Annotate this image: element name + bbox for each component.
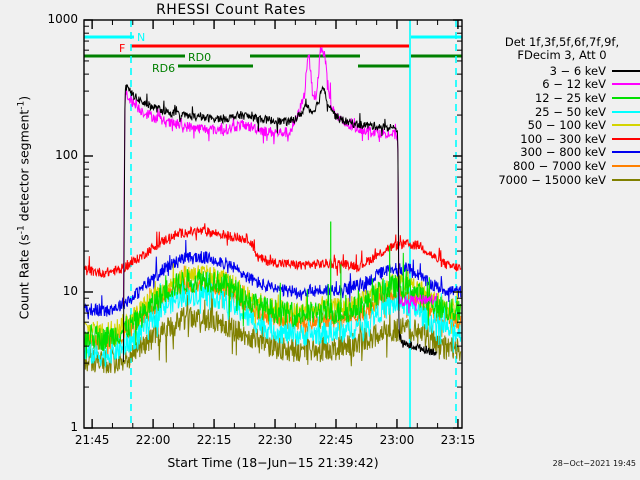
annotation-label: N: [137, 31, 146, 44]
annotation-label: RD6: [152, 62, 176, 75]
chart-series: [84, 239, 462, 320]
legend-entry: 12 − 25 keV: [484, 91, 640, 105]
legend-color-swatch: [612, 110, 640, 113]
legend-header-line2: FDecim 3, Att 0: [517, 48, 607, 62]
legend-color-swatch: [612, 151, 640, 154]
y-axis-tick-label: 100: [55, 148, 78, 162]
x-axis-tick-label: 21:45: [74, 433, 110, 447]
chart-series: [122, 47, 437, 314]
annotation-label: F: [119, 42, 126, 55]
generation-timestamp: 28−Oct−2021 19:45: [552, 459, 636, 468]
x-axis-tick-label: 23:00: [379, 433, 415, 447]
annotation-label: RD0: [188, 51, 212, 64]
chart-series: [122, 83, 437, 363]
legend-entry-label: 50 − 100 keV: [527, 118, 606, 133]
legend: Det 1f,3f,5f,6f,7f,9f, FDecim 3, Att 0 3…: [484, 35, 640, 187]
legend-color-swatch: [612, 164, 640, 167]
chart-series: [84, 252, 462, 359]
x-axis-tick-label: 22:15: [196, 433, 232, 447]
x-axis-tick-label: 22:45: [318, 433, 354, 447]
y-axis-tick-label: 1000: [47, 12, 78, 26]
plot-frame: [83, 19, 463, 429]
legend-color-swatch: [612, 96, 640, 99]
legend-entry-label: 12 − 25 keV: [534, 90, 606, 105]
legend-color-swatch: [612, 124, 640, 127]
x-axis-tick-label: 23:15: [440, 433, 476, 447]
y-axis-tick-label: 10: [62, 284, 78, 298]
legend-entry-label: 3 − 6 keV: [549, 63, 606, 78]
legend-entry-label: 6 − 12 keV: [542, 77, 606, 92]
legend-entry-label: 100 − 300 keV: [520, 131, 606, 146]
legend-entry: 7000 − 15000 keV: [484, 173, 640, 187]
legend-entry-label: 800 − 7000 keV: [512, 158, 606, 173]
x-axis-tick-label: 22:30: [257, 433, 293, 447]
y-axis-tick-label: 1: [70, 420, 78, 434]
x-axis-tick-label: 22:00: [135, 433, 171, 447]
legend-entry: 6 − 12 keV: [484, 77, 640, 92]
legend-entry-label: 300 − 800 keV: [520, 145, 606, 160]
legend-entry: 800 − 7000 keV: [484, 159, 640, 173]
x-axis-label: Start Time (18−Jun−15 21:39:42): [167, 455, 379, 470]
chart-series: [84, 287, 462, 374]
legend-color-swatch: [612, 178, 640, 181]
legend-entry: 100 − 300 keV: [484, 132, 640, 146]
legend-header-line1: Det 1f,3f,5f,6f,7f,9f,: [504, 35, 620, 49]
legend-color-swatch: [612, 69, 640, 72]
legend-entry: 3 − 6 keV: [484, 64, 640, 78]
legend-entry: 300 − 800 keV: [484, 145, 640, 160]
legend-entry: 25 − 50 keV: [484, 105, 640, 119]
legend-entry-label: 25 − 50 keV: [534, 104, 606, 119]
legend-entry-label: 7000 − 15000 keV: [498, 172, 606, 187]
legend-color-swatch: [612, 83, 640, 86]
legend-color-swatch: [612, 137, 640, 140]
legend-entry: 50 − 100 keV: [484, 118, 640, 132]
page-title: RHESSI Count Rates: [156, 2, 306, 18]
